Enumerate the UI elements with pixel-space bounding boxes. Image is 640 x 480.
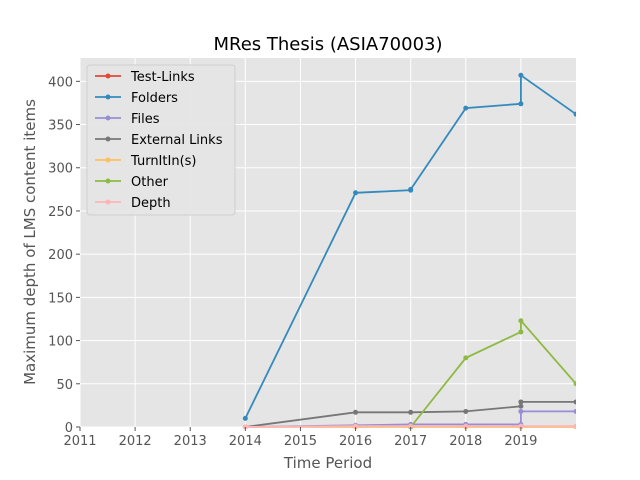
- data-point: [408, 409, 414, 415]
- legend-label: TurnItIn(s): [130, 154, 196, 169]
- y-tick-label: 100: [48, 335, 73, 350]
- legend-item: Folders: [95, 91, 178, 106]
- x-tick-label: 2014: [229, 434, 262, 449]
- legend-item: Files: [95, 112, 160, 127]
- legend-item: Other: [95, 175, 169, 190]
- legend-label: Folders: [131, 91, 178, 106]
- data-point: [573, 423, 576, 429]
- y-axis-label: Maximum depth of LMS content items: [21, 99, 39, 385]
- y-tick-label: 150: [48, 291, 73, 306]
- x-tick-label: 2012: [119, 434, 152, 449]
- x-tick-label: 2019: [504, 434, 537, 449]
- legend-box: [86, 64, 236, 216]
- data-point: [573, 408, 576, 414]
- legend: Test-Links Folders Files External Links Turn…: [86, 64, 236, 216]
- y-tick-label: 300: [48, 162, 73, 177]
- series-line: [244, 73, 576, 419]
- x-tick-label: 2017: [394, 434, 427, 449]
- data-point: [242, 424, 248, 429]
- series-line: [245, 425, 576, 428]
- data-point: [518, 329, 524, 335]
- legend-marker: [105, 115, 111, 121]
- x-tick-label: 2016: [339, 434, 372, 449]
- legend-marker: [105, 199, 111, 205]
- x-tick-label: 2018: [449, 434, 482, 449]
- data-point: [353, 190, 359, 196]
- data-point: [573, 111, 576, 117]
- data-point: [242, 415, 248, 421]
- data-point: [463, 423, 469, 429]
- legend-marker: [105, 178, 111, 184]
- chart-title: MRes Thesis (ASIA70003): [213, 34, 442, 55]
- legend-label: Test-Links: [130, 70, 195, 85]
- data-point: [463, 355, 469, 361]
- data-point: [408, 186, 414, 192]
- legend-marker: [105, 94, 111, 100]
- x-tick-label: 2015: [284, 434, 317, 449]
- y-tick-label: 200: [48, 248, 73, 263]
- y-tick-label: 400: [48, 75, 73, 90]
- y-tick-labels: 0 50 100 150 200 250 300 350 400: [48, 75, 80, 436]
- legend-marker: [105, 73, 111, 79]
- data-point: [518, 318, 524, 324]
- data-point: [573, 399, 576, 405]
- x-tick-label: 2013: [174, 434, 207, 449]
- y-tick-label: 250: [48, 205, 73, 220]
- legend-label: Depth: [131, 196, 171, 211]
- y-tick-label: 0: [65, 421, 73, 436]
- legend-item: External Links: [95, 133, 223, 148]
- data-point: [353, 423, 359, 429]
- legend-item: TurnItIn(s): [95, 154, 196, 169]
- legend-item: Test-Links: [95, 70, 195, 85]
- data-point: [408, 423, 414, 429]
- series-depth: [242, 423, 576, 429]
- data-point: [518, 408, 524, 414]
- data-point: [518, 423, 524, 429]
- legend-label: Files: [131, 112, 160, 127]
- data-point: [463, 408, 469, 414]
- legend-item: Depth: [95, 196, 171, 211]
- y-tick-label: 350: [48, 119, 73, 134]
- x-tick-labels: 2011 2012 2013 2014 2015 2016 2017 2018 2019: [63, 427, 537, 449]
- data-point: [518, 101, 524, 107]
- data-point: [463, 105, 469, 111]
- legend-label: External Links: [131, 133, 223, 148]
- series-folders: [242, 72, 576, 421]
- data-point: [573, 381, 576, 387]
- legend-marker: [105, 157, 111, 163]
- x-axis-label: Time Period: [283, 454, 372, 472]
- data-point: [518, 72, 524, 78]
- data-point: [518, 399, 524, 405]
- x-tick-label: 2011: [63, 434, 96, 449]
- legend-label: Other: [131, 175, 169, 190]
- legend-marker: [105, 136, 111, 142]
- y-tick-label: 50: [56, 378, 73, 393]
- data-point: [518, 403, 524, 409]
- data-point: [353, 409, 359, 415]
- series-lines: [242, 72, 576, 429]
